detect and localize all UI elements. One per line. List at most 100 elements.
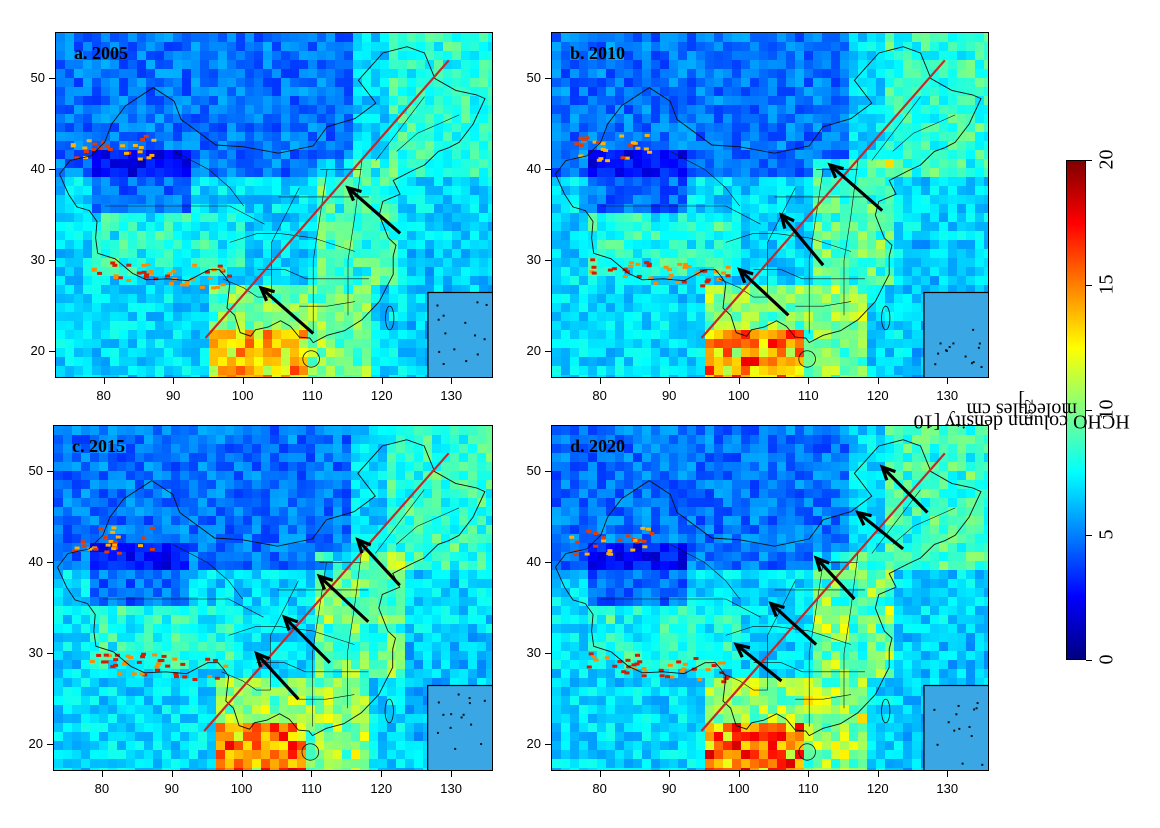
- x-tick-mark: [103, 378, 105, 384]
- x-tick-mark: [877, 771, 879, 777]
- panel-label: a. 2005: [74, 43, 128, 63]
- colorbar-tick-mark: [1086, 535, 1092, 536]
- x-tick-label: 90: [661, 388, 677, 403]
- y-tick-mark: [49, 77, 55, 79]
- y-tick-mark: [545, 561, 551, 563]
- province-boundary: [808, 562, 824, 727]
- y-tick-mark: [47, 470, 53, 472]
- hu-line: [700, 452, 946, 732]
- shift-arrow: [316, 573, 370, 623]
- shift-arrow: [779, 212, 825, 267]
- province-boundary: [102, 598, 264, 618]
- province-boundary: [753, 269, 865, 280]
- x-tick-mark: [381, 378, 383, 384]
- y-tick-mark: [49, 168, 55, 170]
- province-boundary: [725, 626, 852, 645]
- x-tick-label: 100: [727, 388, 750, 403]
- province-boundary: [753, 662, 865, 673]
- island-outline: [881, 305, 891, 331]
- province-boundary: [718, 278, 768, 298]
- y-tick-label: 40: [28, 553, 43, 569]
- province-boundary: [670, 151, 740, 207]
- province-boundary: [396, 507, 460, 545]
- colorbar-tick-mark: [1086, 160, 1092, 161]
- province-boundary: [346, 553, 362, 709]
- x-tick-mark: [381, 771, 383, 777]
- x-tick-mark: [738, 771, 740, 777]
- y-tick-mark: [47, 561, 53, 563]
- x-tick-label: 80: [592, 781, 607, 796]
- x-tick-label: 120: [866, 388, 889, 403]
- x-tick-mark: [311, 771, 313, 777]
- y-tick-label: 30: [526, 251, 541, 267]
- x-tick-mark: [599, 771, 601, 777]
- shift-arrow: [733, 642, 783, 683]
- colorbar-tick-label: 20: [1095, 149, 1118, 170]
- y-tick-mark: [49, 350, 55, 352]
- x-tick-mark: [947, 378, 949, 384]
- x-tick-mark: [877, 378, 879, 384]
- y-tick-mark: [47, 743, 53, 745]
- hcho-map-2005: [56, 33, 492, 377]
- y-tick-mark: [545, 77, 551, 79]
- hcho-map-2010: [552, 33, 988, 377]
- map-panel-2010: b. 2010: [551, 32, 989, 378]
- province-boundary: [312, 169, 328, 334]
- x-tick-label: 110: [301, 388, 323, 403]
- y-tick-mark: [545, 350, 551, 352]
- y-tick-label: 20: [526, 735, 541, 751]
- province-boundary: [808, 169, 824, 334]
- province-boundary: [270, 580, 299, 691]
- shift-arrow: [855, 510, 905, 551]
- hotspot-band: [569, 526, 730, 684]
- y-tick-mark: [545, 168, 551, 170]
- x-tick-label: 110: [301, 781, 322, 796]
- shift-arrow: [254, 650, 300, 701]
- province-boundary: [600, 205, 761, 225]
- y-tick-label: 50: [526, 462, 541, 478]
- province-boundary: [228, 626, 355, 645]
- x-tick-label: 100: [230, 781, 253, 796]
- colorbar-tick-label: 0: [1095, 654, 1118, 665]
- y-tick-label: 50: [28, 462, 43, 478]
- shift-arrow: [355, 537, 401, 587]
- hu-line: [203, 452, 450, 732]
- province-boundary: [600, 598, 761, 618]
- y-tick-label: 30: [28, 644, 43, 660]
- x-tick-label: 80: [94, 781, 110, 796]
- x-tick-label: 80: [592, 388, 607, 403]
- hu-line: [700, 59, 946, 339]
- y-tick-mark: [47, 652, 53, 654]
- province-boundary: [257, 269, 369, 280]
- x-tick-label: 130: [440, 388, 463, 403]
- x-tick-label: 120: [866, 781, 889, 796]
- x-tick-label: 100: [231, 388, 254, 403]
- map-panel-2020: d. 2020: [551, 425, 989, 771]
- x-tick-mark: [451, 378, 453, 384]
- panel-label: b. 2010: [570, 43, 626, 63]
- province-boundary: [271, 187, 300, 298]
- x-tick-label: 110: [797, 781, 819, 796]
- y-tick-label: 40: [30, 160, 45, 176]
- x-tick-mark: [101, 771, 103, 777]
- island-outline: [881, 698, 891, 724]
- panel-label: d. 2020: [570, 436, 626, 456]
- province-boundary: [843, 553, 859, 709]
- x-tick-label: 110: [797, 388, 819, 403]
- country-boundary: [56, 439, 486, 737]
- province-boundary: [892, 114, 956, 152]
- south-china-sea-inset: [923, 291, 988, 377]
- shift-arrow: [258, 285, 315, 335]
- province-boundary: [256, 662, 369, 673]
- province-boundary: [174, 151, 244, 207]
- hcho-field: [552, 426, 988, 770]
- colorbar-title-suffix: ]: [1018, 388, 1026, 411]
- y-tick-label: 20: [30, 342, 45, 358]
- x-tick-mark: [669, 378, 671, 384]
- province-boundary: [795, 301, 852, 307]
- y-tick-mark: [49, 259, 55, 261]
- x-tick-mark: [312, 378, 314, 384]
- y-tick-label: 50: [526, 69, 541, 85]
- province-boundary: [375, 96, 425, 161]
- x-tick-mark: [173, 378, 175, 384]
